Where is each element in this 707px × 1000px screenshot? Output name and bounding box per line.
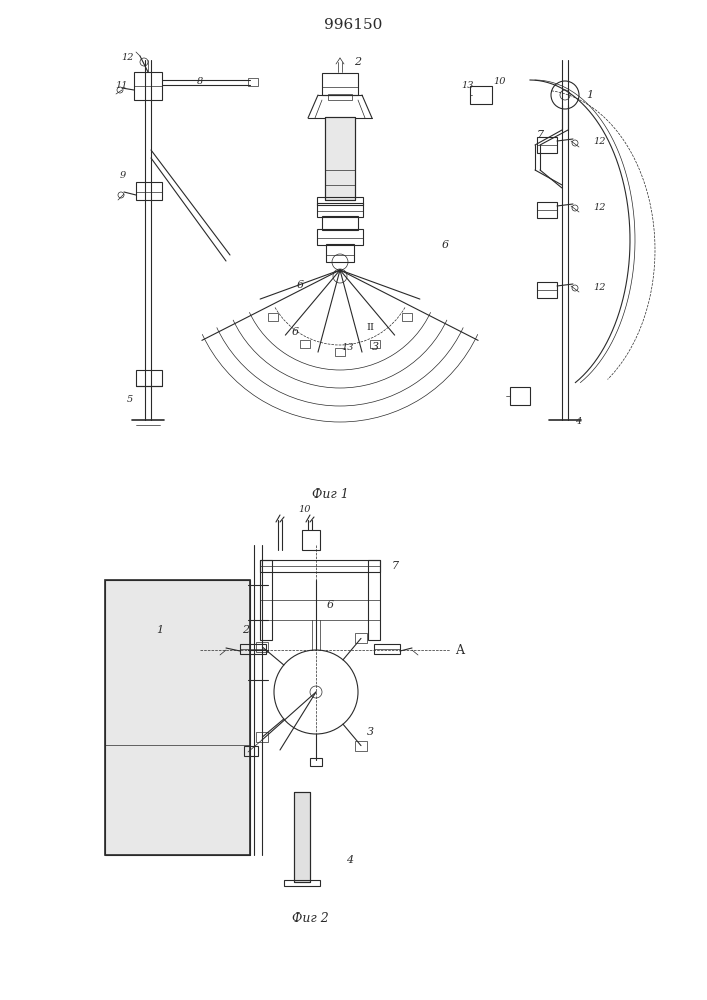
Bar — [260, 560, 380, 572]
Bar — [294, 792, 310, 882]
Text: 1: 1 — [586, 90, 594, 100]
Bar — [355, 741, 367, 751]
Bar — [244, 746, 258, 756]
Text: 10: 10 — [299, 506, 311, 514]
Text: 13: 13 — [341, 344, 354, 353]
Bar — [302, 530, 320, 550]
Text: 12: 12 — [594, 204, 606, 213]
Text: Фиг 1: Фиг 1 — [312, 488, 349, 502]
Text: 1: 1 — [156, 625, 163, 635]
Text: 9: 9 — [120, 170, 126, 180]
Bar — [310, 758, 322, 766]
Text: 2: 2 — [354, 57, 361, 67]
Bar — [537, 282, 557, 298]
Bar — [537, 137, 557, 153]
Bar — [368, 560, 380, 640]
Text: A: A — [455, 644, 464, 656]
Bar — [537, 202, 557, 218]
Text: 5: 5 — [127, 395, 133, 404]
Text: 12: 12 — [594, 284, 606, 292]
Bar — [136, 370, 162, 386]
Text: 8: 8 — [197, 78, 203, 87]
Text: 4: 4 — [575, 418, 581, 426]
Bar — [317, 203, 363, 217]
Bar — [134, 72, 162, 100]
Bar — [510, 387, 530, 405]
Text: 6: 6 — [327, 600, 334, 610]
Bar — [322, 216, 358, 230]
Bar — [328, 94, 352, 100]
Bar — [370, 340, 380, 348]
Bar — [325, 117, 355, 200]
Text: 11: 11 — [116, 81, 128, 90]
Bar — [257, 642, 269, 652]
Bar — [325, 117, 355, 200]
Text: 6: 6 — [296, 280, 303, 290]
Bar — [374, 644, 400, 654]
Bar — [268, 313, 278, 321]
Bar — [284, 880, 320, 886]
Text: 12: 12 — [594, 137, 606, 146]
Bar — [260, 560, 272, 640]
Bar — [257, 732, 269, 742]
Text: II: II — [366, 324, 374, 332]
Text: 6: 6 — [441, 240, 448, 250]
Bar — [136, 182, 162, 200]
Bar — [105, 580, 250, 855]
Bar — [335, 348, 345, 356]
Bar — [105, 580, 250, 855]
Text: Фиг 2: Фиг 2 — [291, 912, 328, 924]
Bar — [355, 633, 367, 643]
Text: 7: 7 — [392, 561, 399, 571]
Text: 12: 12 — [122, 52, 134, 62]
Bar — [300, 340, 310, 348]
Bar — [248, 78, 258, 86]
Bar — [317, 229, 363, 245]
Bar — [402, 313, 412, 321]
Bar — [294, 792, 310, 882]
Text: 13: 13 — [462, 81, 474, 90]
Bar — [240, 644, 266, 654]
Text: 10: 10 — [493, 78, 506, 87]
Text: 996150: 996150 — [324, 18, 382, 32]
Bar — [470, 86, 492, 104]
Bar — [322, 73, 358, 95]
Text: 7: 7 — [537, 130, 544, 140]
Text: 2: 2 — [243, 625, 250, 635]
Bar — [326, 244, 354, 262]
Text: 6: 6 — [291, 327, 298, 337]
Text: 3: 3 — [366, 727, 373, 737]
Text: 3: 3 — [371, 342, 378, 352]
Bar — [317, 197, 363, 205]
Text: 4: 4 — [346, 855, 354, 865]
Polygon shape — [308, 95, 372, 118]
